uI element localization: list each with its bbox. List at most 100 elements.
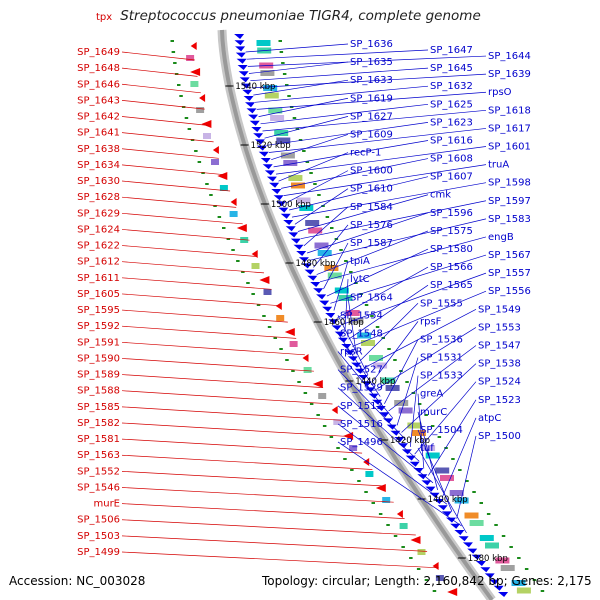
- gc-dot: [458, 469, 462, 471]
- gene-block: [381, 377, 396, 384]
- gene-label: SP_1634: [77, 160, 120, 171]
- forward-gene-arrow: [293, 244, 304, 250]
- leader-line: [337, 315, 369, 376]
- leader-line: [310, 218, 487, 261]
- leader-line: [396, 357, 419, 426]
- leader-line: [121, 438, 363, 454]
- gene-block: [516, 587, 531, 594]
- leader-line: [344, 279, 349, 333]
- accession-text: Accession: NC_003028: [9, 574, 146, 588]
- gene-label: SP_1529: [340, 383, 383, 394]
- gene-label: SP_1618: [488, 105, 531, 116]
- gc-dot: [532, 579, 537, 581]
- gene-label: SP_1566: [430, 262, 473, 273]
- gene-block: [469, 520, 484, 526]
- gene-label: SP_1580: [430, 244, 473, 255]
- gc-dot: [309, 403, 314, 405]
- leader-line: [341, 272, 487, 326]
- scale-tick-label: 1480 kbp: [296, 259, 336, 269]
- gene-label: SP_1600: [350, 166, 393, 177]
- gene-label: SP_1575: [430, 226, 473, 237]
- gc-dot: [256, 304, 261, 306]
- gene-label: SP_1536: [420, 335, 463, 346]
- gene-block: [256, 40, 271, 46]
- scale-tick-label: 1540 kbp: [235, 82, 275, 92]
- forward-gene-arrow: [269, 182, 280, 188]
- gene-label: recP-1: [350, 148, 381, 159]
- gene-block: [394, 400, 409, 406]
- gc-dot: [409, 557, 413, 559]
- gene-label: SP_1582: [77, 418, 120, 429]
- gc-dot: [317, 194, 321, 196]
- gc-dot: [313, 183, 317, 185]
- leader-line: [333, 260, 349, 311]
- leader-line: [323, 242, 349, 290]
- gc-dot: [279, 348, 283, 350]
- gene-label: SP_1623: [430, 117, 473, 128]
- backbone-arc: [220, 29, 494, 600]
- leader-line: [121, 83, 201, 94]
- gene-label: atpC: [478, 413, 501, 424]
- leader-line: [266, 122, 429, 146]
- leader-line: [409, 375, 419, 447]
- forward-gene-arrow: [368, 393, 379, 399]
- gc-dot: [298, 139, 303, 141]
- reverse-gene-arrow: [251, 250, 258, 258]
- leader-line: [401, 363, 477, 433]
- gc-dot: [405, 381, 409, 383]
- gc-dot: [357, 480, 361, 482]
- gene-block: [349, 317, 364, 324]
- gene-label: SP_1589: [77, 370, 120, 381]
- gc-dot: [540, 590, 545, 592]
- reverse-gene-arrow: [447, 588, 458, 596]
- gene-label: SP_1597: [488, 196, 531, 207]
- forward-gene-arrow: [480, 567, 491, 573]
- gc-dot: [292, 117, 297, 119]
- leader-line: [273, 140, 429, 168]
- gc-dot: [451, 458, 455, 460]
- leader-line: [441, 417, 477, 498]
- gc-dot: [170, 40, 174, 42]
- leader-line: [121, 406, 343, 421]
- forward-gene-arrow: [446, 517, 456, 523]
- leader-line: [375, 327, 477, 390]
- gc-dot: [386, 524, 390, 526]
- gene-label: SP_1531: [420, 353, 463, 364]
- leader-line: [121, 116, 209, 126]
- forward-gene-arrow: [334, 331, 345, 337]
- gene-label: SP_1619: [350, 93, 393, 104]
- gene-block: [369, 355, 383, 361]
- leader-line: [121, 261, 265, 274]
- forward-gene-arrow: [489, 579, 500, 585]
- forward-gene-arrow: [234, 40, 245, 46]
- leader-line: [121, 245, 257, 257]
- gc-dot: [285, 359, 289, 361]
- gc-dot: [344, 260, 348, 262]
- gene-label: SP_1646: [77, 79, 120, 90]
- gene-block: [349, 445, 358, 451]
- gene-label: SP_1554: [340, 310, 383, 321]
- reverse-gene-arrow: [363, 458, 370, 466]
- gene-block: [276, 315, 285, 321]
- leader-line: [348, 284, 429, 340]
- gene-label: SP_1506: [77, 515, 120, 526]
- leader-line: [248, 61, 349, 74]
- gc-dot: [417, 403, 422, 405]
- leader-line: [121, 341, 305, 356]
- forward-gene-arrow: [237, 65, 248, 70]
- gene-label: SP_1644: [488, 51, 531, 62]
- reverse-gene-arrow: [302, 354, 309, 362]
- forward-gene-arrow: [347, 356, 358, 362]
- gc-dot: [330, 227, 334, 229]
- leader-line: [254, 85, 429, 103]
- gc-dot: [494, 524, 498, 526]
- gene-label: SP_1598: [488, 178, 531, 189]
- feature-layer: [170, 29, 545, 600]
- gc-dot: [424, 414, 428, 416]
- gene-block: [357, 332, 372, 339]
- leader-line: [121, 471, 384, 487]
- gc-dot: [378, 513, 383, 515]
- forward-gene-arrow: [236, 58, 247, 64]
- forward-gene-arrow: [251, 127, 262, 132]
- gc-dot: [279, 51, 284, 53]
